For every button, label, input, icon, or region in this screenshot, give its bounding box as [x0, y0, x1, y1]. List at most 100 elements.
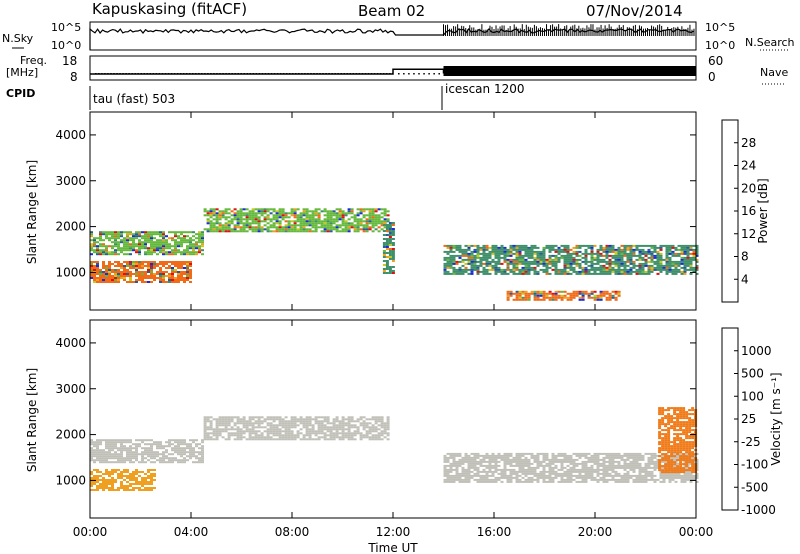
power-cell — [278, 216, 282, 219]
velocity-cell — [554, 476, 558, 479]
power-cell — [186, 269, 189, 271]
power-cell — [467, 244, 471, 247]
power-cell — [566, 258, 570, 261]
velocity-cell — [485, 474, 489, 477]
power-cell — [144, 261, 147, 263]
velocity-cell — [554, 472, 558, 475]
power-cell — [201, 239, 204, 242]
power-cell — [162, 275, 165, 277]
velocity-cell — [132, 479, 135, 481]
power-cell — [371, 220, 375, 223]
power-cell — [683, 256, 687, 259]
power-cell — [578, 254, 582, 257]
velocity-cell — [581, 474, 585, 477]
velocity-cell — [644, 478, 648, 481]
velocity-cell — [347, 428, 351, 431]
power-cell — [248, 216, 252, 219]
power-cell — [129, 261, 132, 263]
power-cell — [599, 248, 603, 251]
velocity-cell — [120, 457, 123, 460]
velocity-cell — [383, 436, 387, 439]
velocity-cell — [509, 454, 513, 457]
power-cell — [524, 252, 528, 255]
velocity-cell — [575, 464, 579, 467]
velocity-cell — [99, 443, 102, 446]
velocity-cell — [455, 476, 459, 479]
velocity-cell — [446, 470, 450, 473]
velocity-cell — [317, 416, 321, 419]
velocity-cell — [332, 418, 336, 421]
velocity-cell — [350, 426, 354, 429]
power-cell — [548, 246, 552, 249]
velocity-cell — [569, 478, 573, 481]
power-cell — [500, 246, 504, 249]
velocity-cell — [476, 478, 480, 481]
power-cell — [99, 245, 102, 248]
velocity-cell — [664, 439, 668, 442]
velocity-cell — [560, 458, 564, 461]
velocity-cell — [90, 473, 93, 475]
nave-dot — [216, 73, 218, 75]
power-cell — [677, 268, 681, 271]
power-cell — [590, 244, 594, 247]
power-cell — [695, 248, 699, 251]
velocity-cell — [593, 452, 597, 455]
velocity-cell — [120, 443, 123, 446]
velocity-cell — [287, 426, 291, 429]
velocity-cell — [263, 420, 267, 423]
power-cell — [320, 210, 324, 213]
velocity-cell — [683, 478, 687, 481]
power-cell — [383, 226, 387, 229]
velocity-cell — [245, 430, 249, 433]
nave-dot — [188, 73, 191, 75]
power-cell — [539, 258, 543, 261]
velocity-cell — [446, 474, 450, 477]
velocity-cell — [575, 476, 579, 479]
velocity-cell — [530, 452, 534, 455]
power-cell — [114, 241, 117, 244]
power-cell — [539, 256, 543, 259]
velocity-cell — [350, 420, 354, 423]
power-cell — [356, 212, 360, 215]
power-cell — [518, 256, 522, 259]
velocity-cell — [659, 470, 663, 473]
velocity-cell — [120, 461, 123, 464]
velocity-cell — [617, 454, 621, 457]
velocity-cell — [245, 422, 249, 425]
velocity-cell — [150, 451, 153, 454]
power-cell — [192, 247, 195, 250]
velocity-cell — [141, 481, 144, 483]
velocity-cell — [162, 457, 165, 460]
power-cell — [569, 266, 573, 269]
power-cell — [566, 260, 570, 263]
velocity-cell — [670, 445, 674, 448]
power-cell — [479, 246, 483, 249]
velocity-cell — [506, 480, 510, 483]
velocity-cell — [686, 470, 690, 473]
velocity-cell — [623, 462, 627, 465]
power-cell — [102, 249, 105, 252]
nave-dot — [270, 73, 273, 75]
power-cell — [632, 270, 636, 273]
power-cell — [455, 260, 459, 263]
power-cell — [545, 296, 549, 299]
power-cell — [356, 226, 360, 229]
power-cell — [126, 263, 129, 265]
velocity-cell — [536, 476, 540, 479]
velocity-cell — [443, 468, 447, 471]
power-cell — [382, 260, 386, 262]
velocity-cell — [685, 455, 689, 458]
power-cell — [563, 244, 567, 247]
nave-dot — [364, 73, 367, 75]
velocity-cell — [500, 454, 504, 457]
power-cell — [686, 254, 690, 257]
power-cell — [602, 246, 606, 249]
velocity-cell — [676, 459, 680, 462]
velocity-cell — [599, 452, 603, 455]
velocity-cell — [192, 453, 195, 456]
power-cell — [650, 258, 654, 261]
velocity-cell — [650, 454, 654, 457]
velocity-cell — [527, 472, 531, 475]
velocity-cell — [611, 458, 615, 461]
